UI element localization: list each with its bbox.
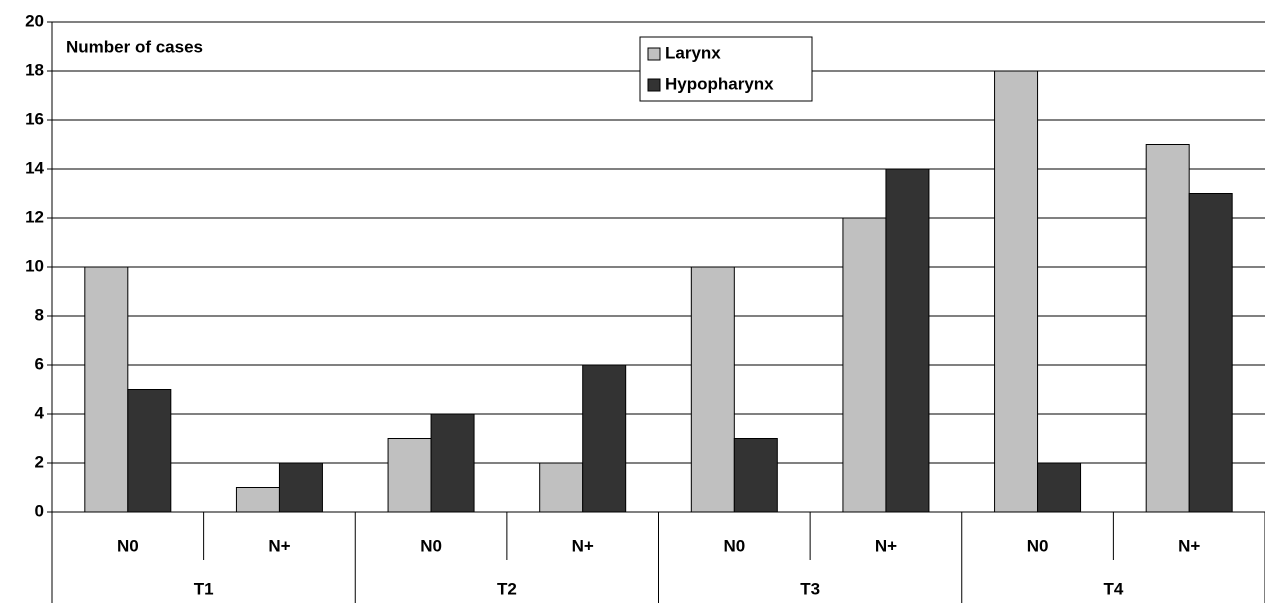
bar [885,168,930,513]
x-tick-label: N0 [1027,536,1049,555]
y-tick-label: 12 [25,207,44,226]
legend-swatch [647,47,661,61]
y-tick-label: 20 [25,11,44,30]
legend-label: Hypopharynx [665,74,774,93]
group-label: T1 [194,579,214,598]
y-tick-label: 8 [35,305,44,324]
group-label: T2 [497,579,517,598]
x-tick-label: N+ [1178,536,1200,555]
y-tick-label: 4 [35,403,45,422]
y-tick-label: 14 [25,158,44,177]
legend-swatch [647,78,661,92]
bar [84,266,129,513]
bar [1188,193,1233,513]
bar [430,413,475,513]
bar [582,364,627,513]
y-tick-label: 2 [35,452,44,471]
bar [842,217,887,513]
bar [994,70,1039,513]
y-tick-label: 6 [35,354,44,373]
y-tick-label: 16 [25,109,44,128]
x-tick-label: N0 [723,536,745,555]
bar [1037,462,1082,513]
y-tick-label: 18 [25,60,44,79]
x-tick-label: N+ [572,536,594,555]
legend-label: Larynx [665,43,721,62]
group-label: T3 [800,579,820,598]
x-tick-label: N+ [875,536,897,555]
bar [387,438,432,513]
bar [733,438,778,513]
group-label: T4 [1103,579,1123,598]
legend-box [639,36,813,102]
y-label: Number of cases [66,37,203,56]
bar [127,389,172,513]
bar [278,462,323,513]
bar [690,266,735,513]
x-tick-label: N0 [117,536,139,555]
bar [235,487,280,513]
x-tick-label: N0 [420,536,442,555]
bar [539,462,584,513]
bar [1145,144,1190,513]
x-tick-label: N+ [268,536,290,555]
y-tick-label: 10 [25,256,44,275]
y-tick-label: 0 [35,501,44,520]
